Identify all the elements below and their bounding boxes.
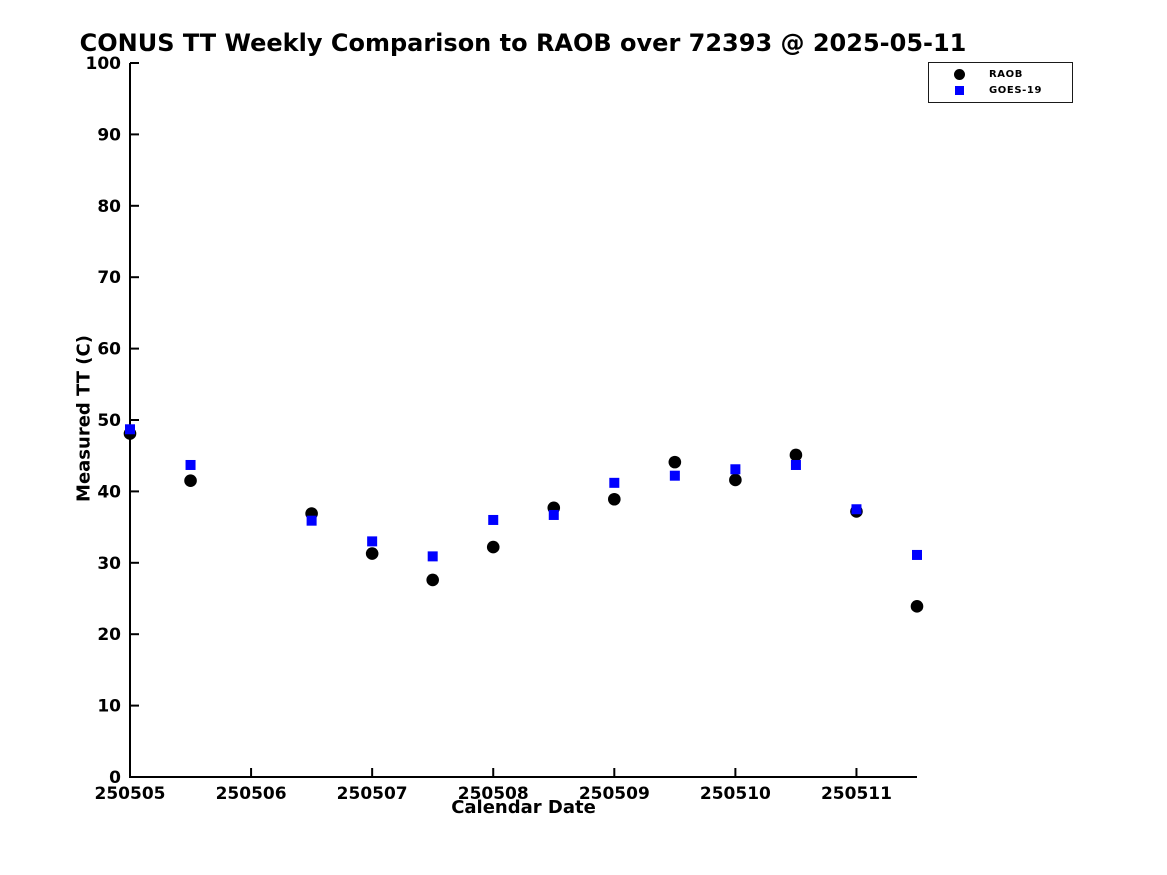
raob-point	[789, 448, 803, 462]
chart-title: CONUS TT Weekly Comparison to RAOB over …	[79, 29, 967, 57]
x-tick-label: 250509	[579, 784, 650, 804]
y-tick-label: 10	[97, 697, 121, 717]
x-tick-label: 250505	[95, 784, 166, 804]
y-tick-label: 80	[97, 197, 121, 217]
raob-point	[910, 600, 924, 613]
raob-point	[608, 492, 621, 506]
x-tick-label: 250507	[337, 784, 408, 804]
axis-spines	[129, 63, 917, 778]
legend-label-raob: RAOB	[989, 68, 1023, 80]
y-tick-label: 50	[97, 411, 121, 431]
raob-point	[729, 473, 742, 487]
x-tick-label: 250508	[458, 784, 529, 804]
raob-point	[426, 573, 439, 587]
goes-19-point	[790, 459, 801, 470]
x-tick-label: 250510	[700, 784, 771, 804]
legend-marker-cell	[929, 86, 989, 96]
y-tick-label: 0	[109, 768, 121, 788]
y-tick-label: 40	[97, 482, 121, 502]
raob-circle-marker-icon	[953, 68, 965, 80]
goes-19-point	[730, 464, 741, 475]
goes-19-point	[609, 477, 620, 488]
legend-item-goes-19: GOES-19	[929, 85, 1072, 96]
goes-19-point	[125, 424, 135, 435]
y-tick-label: 60	[97, 340, 121, 360]
x-tick-label: 250506	[216, 784, 287, 804]
goes-19-point	[367, 536, 378, 547]
x-axis-label: Calendar Date	[451, 797, 596, 818]
goes-19-point	[851, 504, 862, 515]
goes-19-point	[488, 514, 499, 525]
goes-19-square-marker-icon	[954, 86, 964, 96]
goes-19-point	[185, 459, 196, 470]
y-tick-label: 30	[97, 554, 121, 574]
goes-19-point	[669, 470, 680, 481]
raob-point	[486, 540, 500, 554]
x-tick-label: 250511	[821, 784, 892, 804]
raob-point	[365, 547, 379, 560]
goes-19-point	[912, 549, 922, 560]
raob-point	[184, 474, 197, 487]
y-tick-label: 90	[97, 125, 121, 145]
legend: RAOB GOES-19	[928, 62, 1073, 103]
raob-point	[668, 455, 682, 469]
y-tick-label: 100	[86, 54, 122, 74]
legend-item-raob: RAOB	[929, 68, 1072, 80]
y-tick-label: 70	[97, 268, 121, 288]
goes-19-point	[548, 509, 559, 520]
y-tick-label: 20	[97, 625, 121, 645]
legend-marker-cell	[929, 68, 989, 80]
goes-19-point	[306, 515, 317, 526]
goes-19-point	[427, 551, 438, 562]
legend-label-goes-19: GOES-19	[989, 85, 1043, 97]
